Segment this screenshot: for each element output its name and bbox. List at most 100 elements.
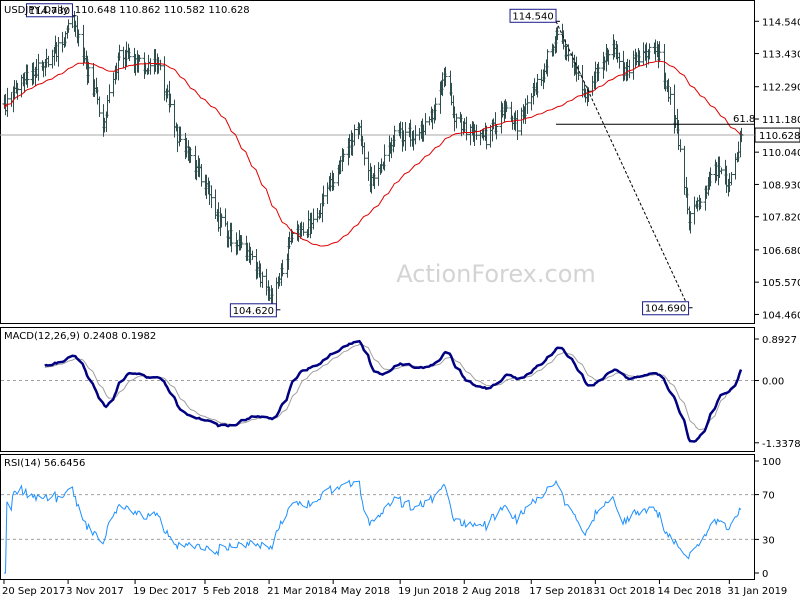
macd-tick-label: 0.8927 <box>762 335 797 346</box>
rsi-tick-label: 70 <box>762 491 775 502</box>
price-bar <box>168 93 173 108</box>
date-tick-label: 20 Sep 2017 <box>2 586 65 597</box>
price-bar <box>617 52 622 69</box>
macd-tick-label: 0.00 <box>762 377 784 388</box>
date-tick-label: 17 Sep 2018 <box>529 586 592 597</box>
price-bar <box>566 44 571 62</box>
price-bar <box>474 124 479 140</box>
price-bar <box>443 66 448 87</box>
annotation-box <box>509 8 557 23</box>
price-overlays: 61.8 114.730 104.620 114.540 104.690 <box>25 3 755 318</box>
price-bar <box>576 65 581 80</box>
price-bar <box>86 61 91 84</box>
price-tick-label: 113.430 <box>762 50 800 61</box>
price-bar <box>239 235 244 249</box>
price-bar <box>148 58 153 75</box>
date-tick-label: 19 Dec 2017 <box>133 586 197 597</box>
price-bar <box>260 271 265 288</box>
annotation-label: 104.690 <box>645 304 686 315</box>
price-bar <box>504 101 509 113</box>
price-tick-label: 106.680 <box>762 246 800 257</box>
price-bar <box>280 259 285 277</box>
price-tick-label: 110.040 <box>762 148 800 159</box>
rsi-tick-label: 30 <box>762 535 775 546</box>
price-bar <box>331 173 336 191</box>
price-bar <box>637 50 642 67</box>
price-bar <box>555 26 560 41</box>
moving-average-layer <box>3 60 742 247</box>
price-tick-label: 112.290 <box>762 83 800 94</box>
price-bar <box>158 59 163 71</box>
price-bar <box>178 126 183 143</box>
price-bar <box>668 87 673 105</box>
price-tick-label: 107.820 <box>762 213 800 224</box>
price-bar <box>647 43 652 60</box>
price-bar <box>137 54 142 62</box>
price-bar <box>362 142 367 166</box>
trendline-dashed <box>555 21 690 308</box>
annotation-label: 104.620 <box>233 306 274 317</box>
price-bar <box>525 95 530 115</box>
price-tick-label: 111.180 <box>762 115 800 126</box>
price-bar <box>117 44 122 61</box>
annotation-label: 114.730 <box>29 6 70 17</box>
fibonacci-label: 61.8 <box>733 114 755 125</box>
price-tick-label: 108.930 <box>762 180 800 191</box>
date-tick-label: 31 Jan 2019 <box>727 586 787 597</box>
price-bar <box>729 171 734 186</box>
price-tick-label: 104.460 <box>762 310 800 321</box>
price-bar <box>413 125 418 145</box>
price-bar <box>708 167 713 187</box>
price-bar <box>25 64 30 88</box>
date-tick-label: 31 Oct 2018 <box>593 586 655 597</box>
price-bar <box>36 53 41 81</box>
price-bar <box>311 208 316 230</box>
date-tick-label: 21 Mar 2018 <box>267 586 330 597</box>
macd-panel-frame <box>0 327 755 452</box>
price-bar <box>76 29 81 47</box>
watermark: ActionForex.com <box>396 260 596 288</box>
price-bar <box>627 59 632 79</box>
price-bar <box>515 109 520 140</box>
price-axis: 114.540 113.430 112.290 111.180 110.040 108.9… <box>754 17 800 321</box>
price-bar <box>454 113 459 129</box>
date-axis: 20 Sep 2017 3 Nov 2017 19 Dec 2017 5 Feb 20… <box>2 580 787 597</box>
price-bar <box>688 211 693 234</box>
date-tick-label: 5 Feb 2018 <box>203 586 259 597</box>
price-bar <box>56 36 61 67</box>
price-bar <box>433 97 438 121</box>
macd-title: MACD(12,26,9) 0.2408 0.1982 <box>4 331 156 342</box>
price-bar <box>596 61 601 81</box>
price-bar <box>209 185 214 209</box>
price-bar <box>372 165 377 189</box>
price-bar <box>219 213 224 228</box>
price-bar <box>352 124 357 146</box>
rsi-layer <box>1 479 754 574</box>
rsi-title: RSI(14) 56.6456 <box>4 458 85 469</box>
rsi-axis: 100 70 30 0 <box>755 457 781 580</box>
price-tick-label: 114.540 <box>762 17 800 28</box>
price-bar <box>494 124 499 140</box>
date-tick-label: 2 Aug 2018 <box>462 586 520 597</box>
price-bar <box>545 49 550 77</box>
price-bar <box>657 41 662 63</box>
price-bar <box>127 47 132 61</box>
chart-header: USDJPY,Daily 110.648 110.862 110.582 110.… <box>4 5 250 16</box>
rsi-tick-label: 0 <box>762 569 768 580</box>
price-bar <box>535 73 540 98</box>
macd-line <box>44 339 743 443</box>
price-bar <box>382 144 387 171</box>
price-bar <box>66 19 71 33</box>
date-tick-label: 19 Jun 2018 <box>398 586 458 597</box>
macd-axis: 0.8927 0.00 -1.3378 <box>755 335 800 450</box>
price-bar <box>97 96 102 117</box>
rsi-line <box>4 479 742 574</box>
price-bar <box>341 149 346 163</box>
annotation-box <box>25 3 73 18</box>
header-quote: 110.648 110.862 110.582 110.628 <box>75 5 250 16</box>
price-bars <box>2 5 744 317</box>
current-price-label: 110.628 <box>759 131 800 142</box>
rsi-tick-label: 100 <box>762 457 781 468</box>
moving-average-line <box>3 60 742 247</box>
